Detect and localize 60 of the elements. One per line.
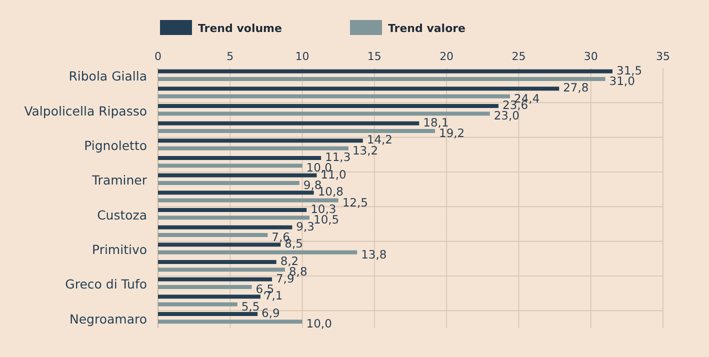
bar [158, 225, 292, 230]
x-tick-label: 5 [226, 50, 234, 63]
bar [158, 312, 258, 316]
data-label: 18,1 [423, 115, 449, 130]
bar [158, 173, 317, 178]
data-label: 5,5 [241, 299, 260, 314]
bar [158, 190, 314, 195]
y-tick-label: Traminer [91, 172, 148, 188]
bar [158, 242, 281, 247]
data-label: 27,8 [563, 80, 589, 95]
data-label: 12,5 [342, 195, 368, 210]
x-tick-label: 10 [295, 50, 310, 63]
y-tick-label: Greco di Tufo [65, 276, 147, 292]
bar [158, 77, 606, 81]
y-tick-label: Pignoletto [84, 138, 147, 153]
bar [158, 86, 560, 91]
bar [158, 138, 363, 143]
bar [158, 94, 510, 98]
y-tick-label: Custoza [97, 207, 147, 222]
data-label: 8,2 [280, 254, 299, 268]
data-label: 31,5 [616, 63, 642, 78]
bar [158, 121, 420, 126]
y-tick-label: Primitivo [92, 242, 147, 257]
bar [158, 302, 238, 306]
x-tick-label: 25 [512, 50, 526, 63]
data-label: 9,3 [296, 219, 314, 234]
bar [158, 129, 436, 133]
data-label: 10,0 [306, 316, 332, 331]
bar [158, 164, 302, 168]
bar [158, 233, 268, 237]
bar [158, 320, 302, 324]
data-label: 10,3 [310, 202, 336, 216]
y-tick-label: Valpolicella Ripasso [24, 103, 147, 118]
bar [158, 277, 272, 282]
bar [158, 156, 322, 160]
bar [158, 112, 490, 116]
bar [158, 208, 307, 212]
x-tick-label: 20 [440, 50, 454, 63]
bar [158, 69, 612, 74]
bar [158, 260, 276, 264]
y-tick-label: Ribola Gialla [68, 68, 147, 84]
bar [158, 294, 260, 299]
x-tick-label: 35 [656, 50, 670, 63]
bar [158, 216, 310, 220]
data-label: 11,3 [325, 150, 351, 164]
data-label: 6,9 [262, 306, 280, 320]
y-tick-label: Negroamaro [70, 311, 147, 326]
bar [158, 198, 338, 202]
bar [158, 285, 252, 289]
bar [158, 104, 499, 108]
x-tick-label: 30 [584, 50, 598, 63]
legend-label: Trend volume [198, 22, 282, 35]
x-tick-label: 0 [154, 50, 162, 63]
bar [158, 146, 348, 150]
legend-label: Trend valore [388, 22, 466, 35]
bar [158, 181, 300, 185]
data-label: 13,8 [361, 247, 387, 262]
x-tick-label: 15 [367, 50, 382, 63]
bar [158, 268, 285, 272]
bar [158, 250, 358, 254]
